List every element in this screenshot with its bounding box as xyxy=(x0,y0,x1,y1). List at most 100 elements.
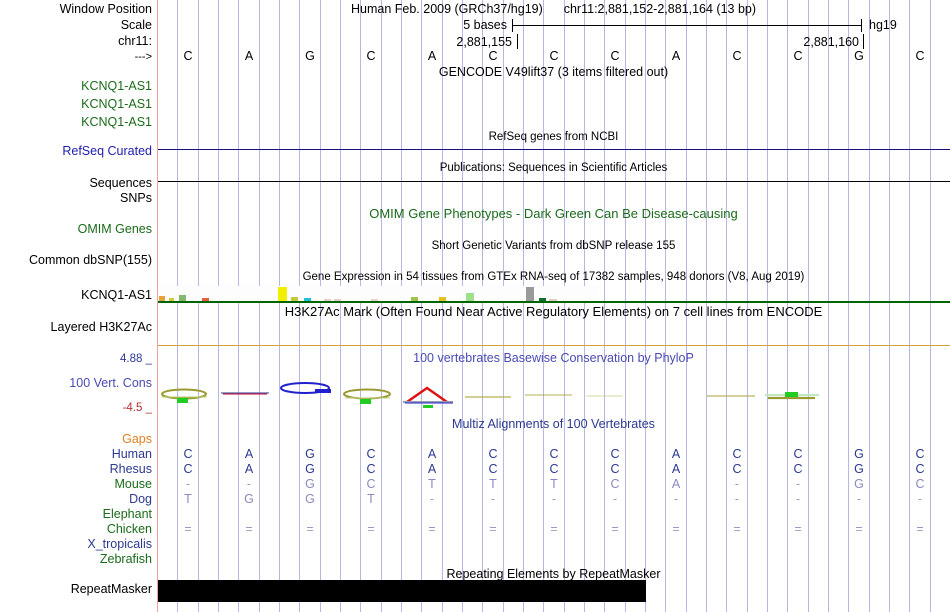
multiz-base: = xyxy=(367,522,375,536)
reference-base: C xyxy=(183,49,193,63)
gtex-tissue-bar[interactable] xyxy=(549,299,557,301)
gtex-tissue-bar[interactable] xyxy=(439,297,446,301)
label-gencode-row-2[interactable]: KCNQ1-AS1 xyxy=(81,97,152,111)
multiz-base: A xyxy=(427,462,437,476)
multiz-base: A xyxy=(671,477,681,491)
gtex-tissue-bar[interactable] xyxy=(539,298,546,301)
conservation-glyph-layer[interactable] xyxy=(157,372,950,418)
gridline xyxy=(340,0,341,612)
label-omim-genes[interactable]: OMIM Genes xyxy=(77,222,152,236)
reference-base: C xyxy=(610,49,620,63)
track-title-refseq[interactable]: RefSeq genes from NCBI xyxy=(488,131,619,143)
gridline xyxy=(828,0,829,612)
label-conservation-min: -4.5 _ xyxy=(122,402,152,414)
h3k27ac-baseline xyxy=(157,345,950,346)
multiz-row-elephant[interactable] xyxy=(157,507,950,522)
label-100-vert-cons[interactable]: 100 Vert. Cons xyxy=(69,376,152,390)
multiz-base: C xyxy=(915,462,925,476)
gtex-tissue-bar[interactable] xyxy=(371,299,378,301)
track-title-omim[interactable]: OMIM Gene Phenotypes - Dark Green Can Be… xyxy=(369,206,738,221)
gtex-tissue-bar[interactable] xyxy=(291,297,298,301)
gridline xyxy=(198,0,199,612)
species-label-mouse[interactable]: Mouse xyxy=(114,477,152,491)
gtex-tissue-bar[interactable] xyxy=(526,287,534,301)
multiz-base: = xyxy=(855,522,863,536)
multiz-base: - xyxy=(856,492,862,506)
label-gtex-gene[interactable]: KCNQ1-AS1 xyxy=(81,288,152,302)
species-label-chicken[interactable]: Chicken xyxy=(106,522,152,536)
reference-base: C xyxy=(549,49,559,63)
reference-base: C xyxy=(488,49,498,63)
multiz-base: - xyxy=(429,492,435,506)
scale-line xyxy=(512,25,862,26)
multiz-base: = xyxy=(611,522,619,536)
multiz-base: G xyxy=(244,492,254,506)
label-snps[interactable]: SNPs xyxy=(120,191,152,205)
track-data-area[interactable] xyxy=(157,0,950,612)
multiz-base: T xyxy=(428,477,436,491)
multiz-base: = xyxy=(733,522,741,536)
track-title-h3k27ac[interactable]: H3K27Ac Mark (Often Found Near Active Re… xyxy=(284,304,823,319)
gtex-tissue-bar[interactable] xyxy=(179,295,186,301)
track-title-repeatmasker[interactable]: Repeating Elements by RepeatMasker xyxy=(446,567,661,581)
multiz-base: C xyxy=(793,462,803,476)
multiz-base: - xyxy=(185,477,191,491)
track-title-gtex[interactable]: Gene Expression in 54 tissues from GTEx … xyxy=(302,271,805,283)
multiz-base: = xyxy=(184,522,192,536)
gridline xyxy=(726,0,727,612)
scale-bar: 5 bases hg19 xyxy=(157,18,950,33)
repeatmasker-feature-bar[interactable] xyxy=(158,580,646,602)
gtex-expression-bars[interactable] xyxy=(158,286,598,301)
gridline xyxy=(747,0,748,612)
label-gencode-row-3[interactable]: KCNQ1-AS1 xyxy=(81,115,152,129)
multiz-base: = xyxy=(428,522,436,536)
label-gencode-row-1[interactable]: KCNQ1-AS1 xyxy=(81,79,152,93)
label-repeatmasker[interactable]: RepeatMasker xyxy=(70,582,152,596)
track-title-publications[interactable]: Publications: Sequences in Scientific Ar… xyxy=(439,162,668,174)
gtex-tissue-bar[interactable] xyxy=(324,299,331,301)
label-window-position: Window Position xyxy=(59,2,152,16)
gtex-tissue-bar[interactable] xyxy=(304,298,311,301)
gridline xyxy=(462,0,463,612)
label-refseq-curated[interactable]: RefSeq Curated xyxy=(62,144,152,158)
multiz-base: T xyxy=(489,477,497,491)
multiz-base: C xyxy=(366,447,376,461)
gtex-tissue-bar[interactable] xyxy=(159,296,165,301)
species-label-rhesus[interactable]: Rhesus xyxy=(109,462,152,476)
track-title-phylop[interactable]: 100 vertebrates Basewise Conservation by… xyxy=(413,351,694,365)
species-label-x_tropicalis[interactable]: X_tropicalis xyxy=(87,537,152,551)
multiz-base: C xyxy=(610,462,620,476)
species-label-human[interactable]: Human xyxy=(111,447,152,461)
multiz-row-x_tropicalis[interactable] xyxy=(157,537,950,552)
gtex-tissue-bar[interactable] xyxy=(278,287,287,301)
gtex-tissue-bar[interactable] xyxy=(466,293,474,301)
species-label-zebrafish[interactable]: Zebrafish xyxy=(99,552,152,566)
label-layered-h3k27ac[interactable]: Layered H3K27Ac xyxy=(50,320,152,334)
gtex-tissue-bar[interactable] xyxy=(202,298,209,301)
multiz-base: = xyxy=(306,522,314,536)
ruler-start-label: 2,881,155 xyxy=(456,35,512,49)
multiz-base: = xyxy=(672,522,680,536)
gtex-tissue-bar[interactable] xyxy=(334,299,341,301)
label-gaps[interactable]: Gaps xyxy=(122,432,152,446)
track-title-multiz[interactable]: Multiz Alignments of 100 Vertebrates xyxy=(452,417,655,431)
gridline xyxy=(848,0,849,612)
multiz-row-chicken[interactable]: = = = = = = = = = = = = = xyxy=(157,522,950,537)
gridline xyxy=(604,0,605,612)
assembly-title: Human Feb. 2009 (GRCh37/hg19) xyxy=(350,2,543,16)
multiz-row-zebrafish[interactable] xyxy=(157,552,950,567)
label-common-dbsnp[interactable]: Common dbSNP(155) xyxy=(29,253,152,267)
multiz-base: G xyxy=(305,462,315,476)
multiz-base: - xyxy=(795,477,801,491)
species-label-dog[interactable]: Dog xyxy=(129,492,152,506)
label-sequences[interactable]: Sequences xyxy=(89,176,152,190)
track-title-dbsnp[interactable]: Short Genetic Variants from dbSNP releas… xyxy=(431,240,676,252)
track-title-gencode[interactable]: GENCODE V49lift37 (3 items filtered out) xyxy=(438,65,669,79)
gtex-tissue-bar[interactable] xyxy=(169,298,174,301)
species-label-elephant[interactable]: Elephant xyxy=(102,507,152,521)
gtex-tissue-bar[interactable] xyxy=(411,297,418,301)
